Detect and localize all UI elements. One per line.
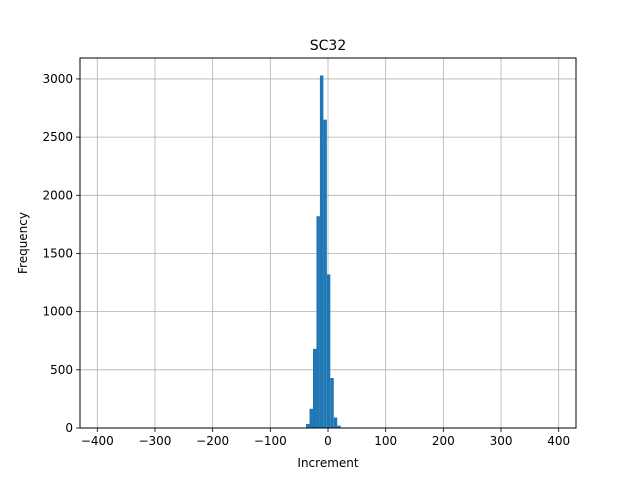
x-tick-label: −400 (81, 434, 114, 448)
x-axis-label: Increment (297, 456, 358, 470)
y-tick-label: 1000 (42, 305, 73, 319)
y-tick-label: 0 (65, 421, 73, 435)
histogram-bar (313, 348, 317, 428)
x-tick-label: 400 (547, 434, 570, 448)
x-tick-label: −200 (196, 434, 229, 448)
y-tick-label: 500 (50, 363, 73, 377)
y-tick-label: 2000 (42, 188, 73, 202)
histogram-bar (309, 408, 314, 428)
histogram-bar (333, 417, 338, 428)
y-tick-label: 1500 (42, 246, 73, 260)
y-tick-label: 3000 (42, 72, 73, 86)
bars-layer (306, 75, 341, 429)
x-tick-label: 0 (324, 434, 332, 448)
x-tick-label: 200 (432, 434, 455, 448)
histogram-bar (330, 377, 334, 428)
chart-title: SC32 (310, 38, 346, 54)
histogram-bar (323, 119, 327, 429)
x-tick-label: 300 (490, 434, 513, 448)
histogram-bar (319, 75, 324, 429)
x-tick-label: 100 (374, 434, 397, 448)
histogram-bar (306, 423, 310, 428)
y-tick-label: 2500 (42, 130, 73, 144)
x-tick-label: −100 (254, 434, 287, 448)
ticks-layer: −400 −300 −200 −100 0 100 200 300 400 0 500 1000 150… (42, 72, 570, 448)
histogram-bar (337, 425, 341, 428)
x-tick-label: −300 (138, 434, 171, 448)
y-axis-label: Frequency (16, 212, 30, 274)
histogram-bar (326, 274, 331, 428)
histogram-bar (316, 216, 320, 428)
